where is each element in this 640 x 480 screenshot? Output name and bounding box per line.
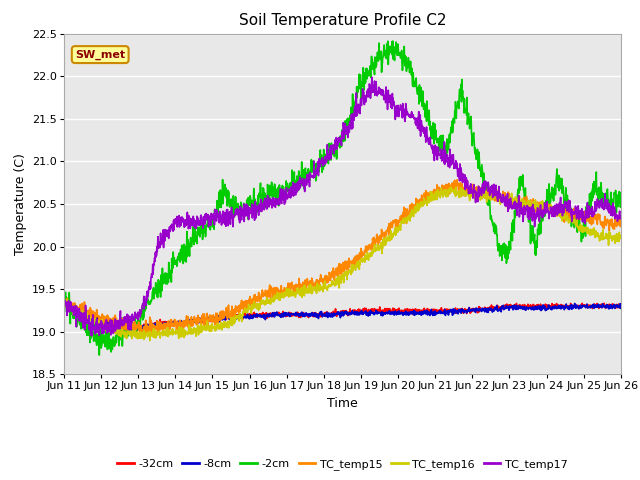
TC_temp16 bbox=[146, 338, 154, 344]
X-axis label: Time: Time bbox=[327, 397, 358, 410]
-8cm bbox=[132, 329, 140, 335]
TC_temp16 bbox=[318, 284, 326, 290]
TC_temp16 bbox=[103, 325, 111, 331]
-32cm bbox=[308, 310, 316, 315]
TC_temp17 bbox=[318, 155, 326, 161]
TC_temp17 bbox=[60, 297, 68, 302]
Line: TC_temp15: TC_temp15 bbox=[64, 180, 621, 334]
TC_temp15 bbox=[60, 299, 68, 305]
-2cm bbox=[126, 320, 134, 325]
-8cm bbox=[297, 313, 305, 319]
-32cm bbox=[126, 325, 134, 331]
Line: -8cm: -8cm bbox=[64, 302, 621, 332]
TC_temp15 bbox=[318, 277, 326, 283]
-32cm bbox=[297, 312, 305, 317]
TC_temp17 bbox=[126, 313, 134, 319]
-32cm bbox=[378, 309, 385, 315]
-8cm bbox=[60, 299, 68, 305]
Y-axis label: Temperature (C): Temperature (C) bbox=[13, 153, 27, 255]
-2cm bbox=[297, 183, 305, 189]
Legend: -32cm, -8cm, -2cm, TC_temp15, TC_temp16, TC_temp17: -32cm, -8cm, -2cm, TC_temp15, TC_temp16,… bbox=[113, 455, 572, 475]
TC_temp16 bbox=[452, 184, 460, 190]
Line: TC_temp16: TC_temp16 bbox=[64, 187, 621, 341]
-2cm bbox=[95, 352, 103, 358]
-32cm bbox=[319, 311, 326, 316]
TC_temp17 bbox=[308, 174, 316, 180]
Title: Soil Temperature Profile C2: Soil Temperature Profile C2 bbox=[239, 13, 446, 28]
TC_temp15 bbox=[378, 234, 385, 240]
TC_temp16 bbox=[126, 332, 134, 338]
TC_temp16 bbox=[378, 240, 385, 245]
TC_temp16 bbox=[308, 289, 316, 295]
Line: TC_temp17: TC_temp17 bbox=[64, 77, 621, 336]
TC_temp15 bbox=[103, 315, 111, 321]
TC_temp15 bbox=[297, 281, 305, 287]
TC_temp15 bbox=[126, 320, 134, 326]
-2cm bbox=[617, 195, 625, 201]
TC_temp15 bbox=[453, 177, 461, 182]
-2cm bbox=[308, 167, 316, 173]
-32cm bbox=[60, 300, 68, 306]
-2cm bbox=[60, 302, 68, 308]
TC_temp17 bbox=[297, 181, 305, 187]
-8cm bbox=[617, 305, 625, 311]
-2cm bbox=[389, 38, 397, 44]
TC_temp17 bbox=[88, 333, 96, 339]
-8cm bbox=[103, 321, 111, 327]
-32cm bbox=[132, 329, 140, 335]
TC_temp16 bbox=[60, 299, 68, 304]
-8cm bbox=[126, 325, 134, 331]
-2cm bbox=[104, 347, 111, 352]
Line: -32cm: -32cm bbox=[64, 301, 621, 332]
TC_temp17 bbox=[617, 215, 625, 220]
Text: SW_met: SW_met bbox=[75, 49, 125, 60]
-2cm bbox=[318, 169, 326, 175]
TC_temp15 bbox=[308, 277, 316, 283]
TC_temp17 bbox=[104, 327, 111, 333]
-2cm bbox=[378, 48, 385, 54]
TC_temp16 bbox=[297, 290, 305, 296]
-32cm bbox=[62, 298, 70, 304]
TC_temp17 bbox=[368, 74, 376, 80]
-8cm bbox=[308, 310, 316, 316]
-8cm bbox=[318, 311, 326, 317]
-8cm bbox=[378, 312, 385, 318]
TC_temp16 bbox=[617, 236, 625, 241]
Line: -2cm: -2cm bbox=[64, 41, 621, 355]
TC_temp15 bbox=[617, 222, 625, 228]
TC_temp17 bbox=[378, 87, 385, 93]
-32cm bbox=[617, 301, 625, 307]
-32cm bbox=[104, 320, 111, 325]
TC_temp15 bbox=[142, 331, 150, 337]
